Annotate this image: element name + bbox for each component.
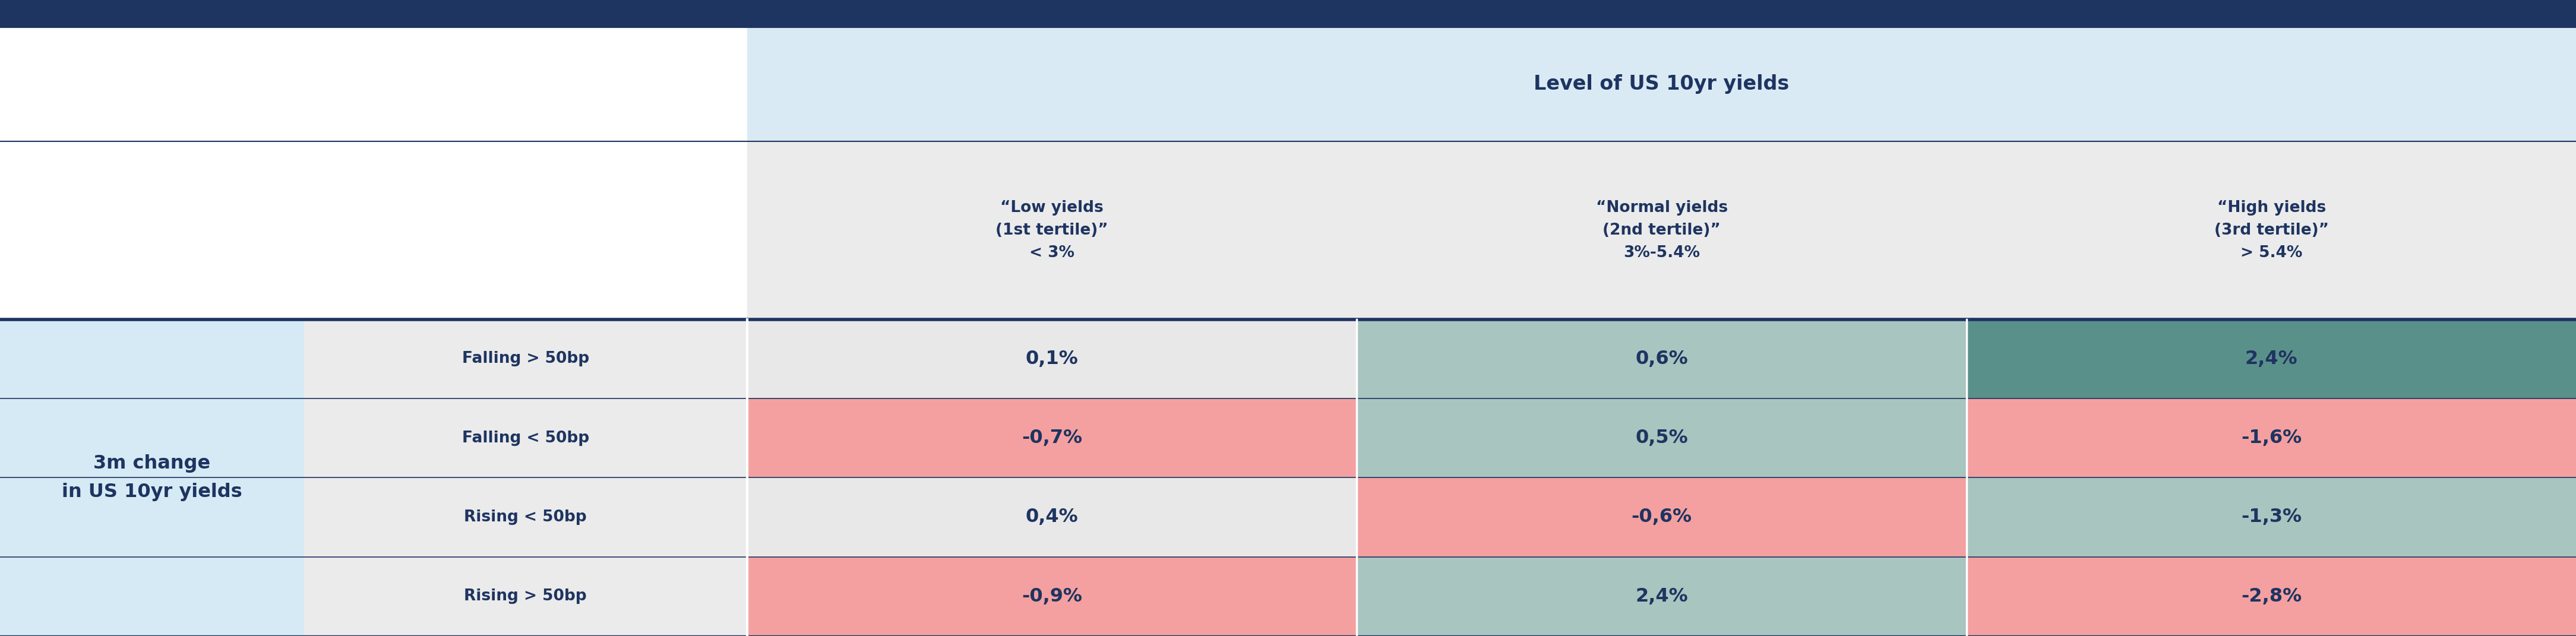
Text: -0,9%: -0,9% (1023, 587, 1082, 605)
Text: Falling > 50bp: Falling > 50bp (461, 351, 590, 366)
Text: -0,7%: -0,7% (1023, 429, 1082, 447)
Text: “Low yields
(1st tertile)”
< 3%: “Low yields (1st tertile)” < 3% (994, 200, 1108, 261)
Text: 0,1%: 0,1% (1025, 350, 1079, 368)
Bar (747, 557, 1358, 636)
Text: 0,4%: 0,4% (1025, 508, 1079, 527)
Text: “High yields
(3rd tertile)”
> 5.4%: “High yields (3rd tertile)” > 5.4% (2213, 200, 2329, 261)
Bar (0, 0, 2576, 27)
Text: -1,3%: -1,3% (2241, 508, 2303, 527)
Text: Falling < 50bp: Falling < 50bp (461, 431, 590, 446)
Bar (1358, 398, 1965, 478)
Bar (0, 27, 747, 141)
Text: -2,8%: -2,8% (2241, 587, 2303, 605)
Bar (1965, 557, 2576, 636)
Bar (0, 319, 304, 636)
Text: “Normal yields
(2nd tertile)”
3%-5.4%: “Normal yields (2nd tertile)” 3%-5.4% (1595, 200, 1728, 261)
Text: 3m change
in US 10yr yields: 3m change in US 10yr yields (62, 454, 242, 501)
Text: 0,5%: 0,5% (1636, 429, 1687, 447)
Bar (1965, 319, 2576, 398)
Text: Level of US 10yr yields: Level of US 10yr yields (1533, 74, 1790, 93)
Bar (304, 319, 747, 636)
Text: 0,6%: 0,6% (1636, 350, 1687, 368)
Text: 2,4%: 2,4% (2246, 350, 2298, 368)
Bar (747, 141, 2576, 319)
Text: Rising < 50bp: Rising < 50bp (464, 509, 587, 525)
Bar (1358, 478, 1965, 557)
Bar (1965, 478, 2576, 557)
Text: Rising > 50bp: Rising > 50bp (464, 589, 587, 604)
Bar (0, 141, 747, 319)
Bar (747, 398, 1358, 478)
Bar (1358, 319, 1965, 398)
Bar (747, 478, 1358, 557)
Text: -0,6%: -0,6% (1631, 508, 1692, 527)
Text: -1,6%: -1,6% (2241, 429, 2303, 447)
Bar (747, 319, 1358, 398)
Bar (747, 27, 2576, 141)
Bar (1965, 398, 2576, 478)
Bar (1358, 557, 1965, 636)
Text: 2,4%: 2,4% (1636, 587, 1687, 605)
